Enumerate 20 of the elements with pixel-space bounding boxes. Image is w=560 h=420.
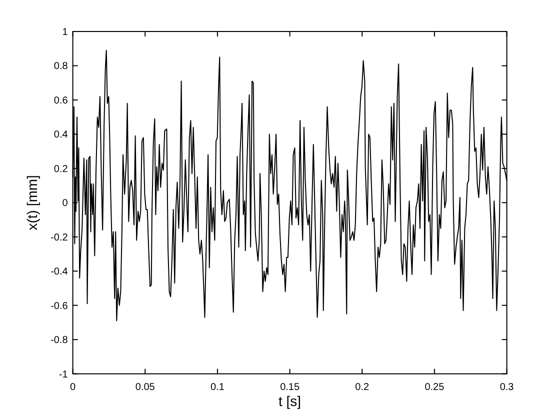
y-tick-label: -0.2 xyxy=(50,232,68,244)
y-axis-title: x(t) [mm] xyxy=(24,175,40,230)
y-tick-label: 0.4 xyxy=(54,130,68,141)
x-tick-label: 0.15 xyxy=(280,382,300,393)
y-tick-label: -0.6 xyxy=(50,300,68,312)
y-tick-label: 0.6 xyxy=(54,95,68,106)
x-axis-title: t [s] xyxy=(278,392,302,409)
y-tick-label: 0 xyxy=(62,198,68,210)
y-tick-label: 0.8 xyxy=(54,61,68,72)
y-tick-label: -0.8 xyxy=(50,335,68,346)
y-tick-label: -1 xyxy=(58,369,68,380)
x-tick-label: 0 xyxy=(70,382,76,393)
x-tick-label: 0.2 xyxy=(355,382,370,393)
y-tick-label: 1 xyxy=(62,27,68,38)
x-tick-label: 0.3 xyxy=(500,382,514,393)
x-tick-label: 0.05 xyxy=(135,382,156,393)
y-tick-label: 0.2 xyxy=(54,164,68,175)
x-tick-label: 0.25 xyxy=(424,382,445,393)
x-tick-label: 0.1 xyxy=(210,382,225,393)
y-tick-label: -0.4 xyxy=(50,266,68,278)
